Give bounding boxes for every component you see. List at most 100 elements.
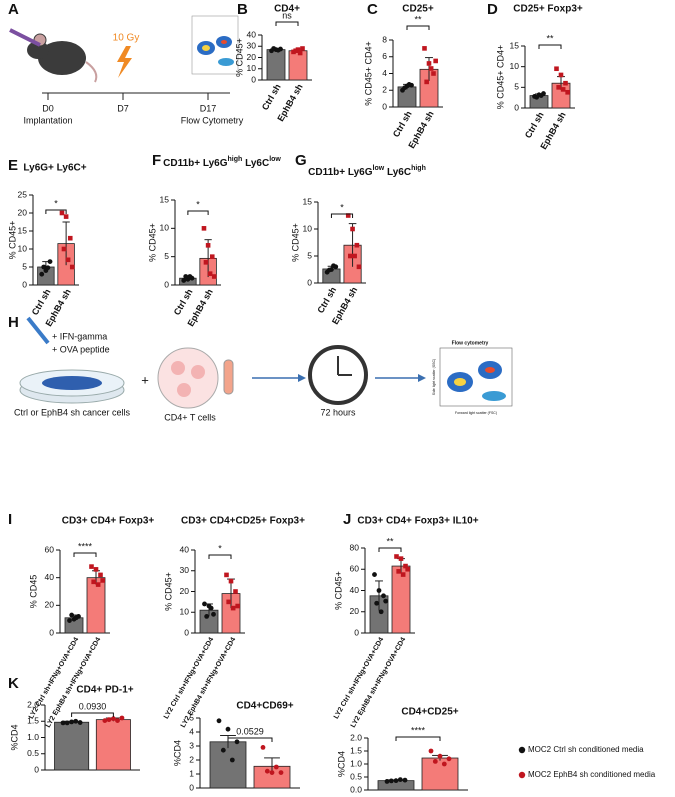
data-point (437, 753, 443, 759)
y-tick-label: 10 (180, 607, 190, 617)
data-point (69, 612, 75, 618)
data-point (354, 242, 360, 248)
data-point (228, 578, 234, 584)
significance-label: ** (414, 14, 422, 24)
data-point (95, 582, 101, 587)
y-tick-label: 40 (247, 29, 257, 39)
data-point (563, 80, 568, 86)
y-tick-label: 0 (22, 279, 27, 289)
data-point (230, 605, 236, 611)
significance-bracket (395, 736, 441, 741)
flow-population (485, 367, 495, 373)
data-point (356, 264, 362, 270)
y-tick-label: 0 (49, 627, 54, 637)
data-point (216, 718, 222, 724)
data-point (208, 605, 214, 611)
pipette (26, 316, 50, 345)
panel-h: H + IFN-gamma + OVA peptide Ctrl or EphB… (8, 314, 513, 422)
data-point (384, 779, 390, 784)
data-point (225, 726, 231, 732)
data-point (93, 567, 99, 572)
y-tick-label: 0 (184, 627, 189, 637)
bar (95, 719, 131, 771)
data-point (432, 759, 438, 764)
data-point (41, 264, 47, 270)
data-point (205, 243, 211, 248)
day-label: Implantation (23, 115, 72, 125)
y-axis-label: %CD4 (9, 724, 19, 750)
title-part: Ly6C (384, 167, 411, 178)
y-tick-label: 10 (303, 223, 313, 233)
chart-title: CD11b+ Ly6Glow Ly6Chigh (308, 165, 426, 177)
data-point (275, 47, 281, 53)
data-point (534, 94, 540, 100)
y-tick-label: 8 (382, 34, 387, 44)
data-point (77, 720, 83, 725)
y-tick-label: 0 (189, 782, 194, 792)
data-point (115, 718, 120, 723)
significance-label: 0.0529 (236, 726, 264, 736)
x-tick-label: Ctrl sh (523, 110, 546, 140)
data-point (67, 235, 73, 241)
panel-letter: H (8, 314, 19, 331)
data-point (446, 756, 452, 762)
data-point (556, 85, 561, 90)
y-axis-label: % CD45+ CD4+ (363, 41, 373, 106)
cell (177, 383, 191, 397)
chart-title: CD11b+ Ly6Ghigh Ly6Clow (163, 156, 281, 168)
y-tick-label: 15 (160, 194, 170, 204)
data-point (73, 718, 79, 724)
data-point (220, 747, 226, 753)
data-point (538, 93, 544, 98)
data-point (224, 572, 229, 578)
label: CD4+ T cells (164, 412, 216, 422)
data-point (273, 764, 279, 770)
data-point (271, 46, 277, 51)
data-point (398, 556, 404, 561)
treatment: + OVA peptide (52, 344, 110, 354)
significance-bracket (71, 712, 114, 717)
data-point (400, 572, 406, 577)
y-axis-label: % CD45+ (333, 571, 343, 610)
cancer-cells (42, 376, 102, 390)
significance-bracket (275, 21, 299, 26)
data-point (211, 274, 217, 279)
data-point (100, 578, 105, 583)
significance-bracket (538, 44, 562, 49)
significance-label: * (340, 202, 344, 212)
chart-title: CD25+ Foxp3+ (513, 4, 583, 15)
data-point (187, 274, 193, 279)
chart-title: CD3+ CD4+ Foxp3+ IL10+ (357, 516, 478, 527)
y-tick-label: 60 (350, 564, 360, 574)
data-point (350, 226, 355, 232)
chart-title: CD4+ PD-1+ (76, 685, 133, 696)
y-tick-label: 1.5 (350, 745, 362, 755)
data-point (269, 770, 275, 775)
data-point (372, 572, 377, 577)
y-tick-label: 5 (22, 261, 27, 271)
significance-bracket (330, 213, 354, 218)
t-cells (157, 347, 219, 409)
data-point (229, 757, 235, 763)
data-point (235, 603, 240, 609)
panel-letter: C (367, 1, 378, 18)
cell (171, 361, 185, 375)
y-tick-label: 30 (247, 41, 257, 51)
data-point (396, 569, 401, 574)
significance-label: ** (546, 33, 554, 43)
data-point (560, 87, 566, 92)
data-point (233, 589, 238, 594)
y-tick-label: 5 (514, 82, 519, 92)
y-axis-label: %CD4 (172, 740, 182, 766)
data-point (558, 72, 564, 78)
title-part: CD11b+ Ly6G (163, 158, 228, 169)
data-point (383, 598, 389, 604)
y-tick-label: 0.0 (350, 784, 362, 794)
flow-population (202, 45, 210, 51)
data-point (203, 260, 209, 265)
bar (54, 721, 90, 771)
y-tick-label: 0 (164, 279, 169, 289)
data-point (278, 770, 284, 775)
data-point (60, 720, 66, 726)
